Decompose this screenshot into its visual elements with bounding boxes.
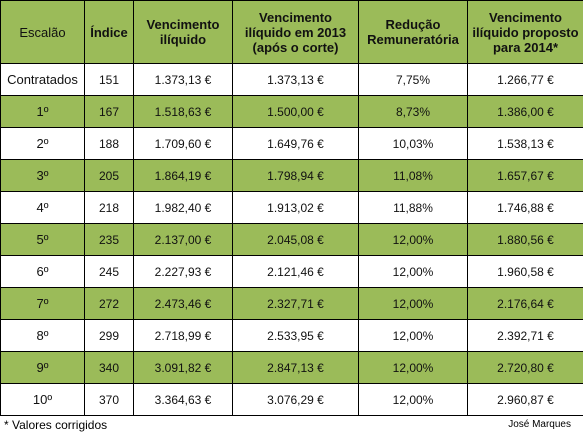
table-cell: 299: [84, 319, 134, 352]
table-cell: 2.473,46 €: [133, 287, 233, 320]
table-cell: 340: [84, 351, 134, 384]
table-cell: 1.500,00 €: [232, 95, 359, 128]
header-row: Escalão Índice Vencimento ilíquido Vencimen…: [0, 0, 583, 64]
table-row: 10º 370 3.364,63 €3.076,29 €12,00% 2.960,87…: [0, 383, 583, 416]
table-cell: 2.137,00 €: [133, 223, 233, 256]
table-cell: 1.373,13 €: [133, 63, 233, 96]
table-cell: 4º: [0, 191, 85, 224]
table-cell: 2.960,87 €: [467, 383, 583, 416]
table-row: 5º 235 2.137,00 €2.045,08 €12,00% 1.880,56 …: [0, 223, 583, 256]
table-cell: 7,75%: [358, 63, 468, 96]
table-cell: 5º: [0, 223, 85, 256]
table-cell: 2.045,08 €: [232, 223, 359, 256]
table-body: Contratados 151 1.373,13 €1.373,13 €7,75% 1…: [0, 63, 583, 416]
table-cell: 9º: [0, 351, 85, 384]
table-cell: 2.718,99 €: [133, 319, 233, 352]
table-cell: 151: [84, 63, 134, 96]
table-cell: 2.847,13 €: [232, 351, 359, 384]
table-cell: 2º: [0, 127, 85, 160]
table-cell: 12,00%: [358, 223, 468, 256]
table-row: 1º 167 1.518,63 €1.500,00 €8,73% 1.386,00 €: [0, 95, 583, 128]
table-cell: 1.746,88 €: [467, 191, 583, 224]
table-cell: 11,88%: [358, 191, 468, 224]
table-cell: 1.864,19 €: [133, 159, 233, 192]
table-cell: 2.533,95 €: [232, 319, 359, 352]
table-cell: 7º: [0, 287, 85, 320]
table-cell: 245: [84, 255, 134, 288]
table-cell: 167: [84, 95, 134, 128]
author: José Marques: [508, 419, 571, 430]
table-cell: 2.392,71 €: [467, 319, 583, 352]
table-cell: 272: [84, 287, 134, 320]
table-cell: 1.880,56 €: [467, 223, 583, 256]
header-cell: Escalão: [0, 0, 85, 64]
header-cell: Vencimento ilíquido: [133, 0, 233, 64]
table-cell: 1.538,13 €: [467, 127, 583, 160]
table-cell: 1.960,58 €: [467, 255, 583, 288]
table-cell: 218: [84, 191, 134, 224]
table-cell: 12,00%: [358, 319, 468, 352]
table-row: 8º 299 2.718,99 €2.533,95 €12,00% 2.392,71 …: [0, 319, 583, 352]
table-cell: 3.076,29 €: [232, 383, 359, 416]
table-row: 7º 272 2.473,46 €2.327,71 €12,00% 2.176,64 …: [0, 287, 583, 320]
table-row: 3º 205 1.864,19 €1.798,94 €11,08% 1.657,67 …: [0, 159, 583, 192]
table-cell: 1.266,77 €: [467, 63, 583, 96]
salary-table: Escalão Índice Vencimento ilíquido Vencimen…: [0, 0, 583, 416]
header-cell: Índice: [84, 0, 134, 64]
table-cell: 1.373,13 €: [232, 63, 359, 96]
table-cell: 1.518,63 €: [133, 95, 233, 128]
table-cell: 3.091,82 €: [133, 351, 233, 384]
header-cell: Vencimento ilíquido proposto para 2014*: [467, 0, 583, 64]
table-cell: 2.121,46 €: [232, 255, 359, 288]
table-row: 6º 245 2.227,93 €2.121,46 €12,00% 1.960,58 …: [0, 255, 583, 288]
table-cell: 235: [84, 223, 134, 256]
table-cell: 8º: [0, 319, 85, 352]
table-cell: 2.720,80 €: [467, 351, 583, 384]
header-cell: Redução Remuneratória: [358, 0, 468, 64]
table-cell: 2.327,71 €: [232, 287, 359, 320]
table-cell: 2.176,64 €: [467, 287, 583, 320]
table-cell: Contratados: [0, 63, 85, 96]
table-cell: 1.913,02 €: [232, 191, 359, 224]
table-cell: 1º: [0, 95, 85, 128]
table-cell: 1.657,67 €: [467, 159, 583, 192]
table-cell: 1.982,40 €: [133, 191, 233, 224]
table-cell: 12,00%: [358, 351, 468, 384]
header-cell: Vencimento ilíquido em 2013 (após o cort…: [232, 0, 359, 64]
table-row: Contratados 151 1.373,13 €1.373,13 €7,75% 1…: [0, 63, 583, 96]
table-row: 2º 188 1.709,60 €1.649,76 €10,03% 1.538,13 …: [0, 127, 583, 160]
table-cell: 12,00%: [358, 383, 468, 416]
table-cell: 12,00%: [358, 287, 468, 320]
table-cell: 10,03%: [358, 127, 468, 160]
table-cell: 370: [84, 383, 134, 416]
table-cell: 8,73%: [358, 95, 468, 128]
table-cell: 3º: [0, 159, 85, 192]
footer: * Valores corrigidos José Marques: [0, 416, 583, 434]
table-row: 4º 218 1.982,40 €1.913,02 €11,88% 1.746,88 …: [0, 191, 583, 224]
table-row: 9º 340 3.091,82 €2.847,13 €12,00% 2.720,80 …: [0, 351, 583, 384]
table-cell: 1.386,00 €: [467, 95, 583, 128]
table-cell: 3.364,63 €: [133, 383, 233, 416]
table-cell: 11,08%: [358, 159, 468, 192]
table-cell: 1.649,76 €: [232, 127, 359, 160]
table-cell: 2.227,93 €: [133, 255, 233, 288]
table-cell: 1.798,94 €: [232, 159, 359, 192]
table-cell: 6º: [0, 255, 85, 288]
table-cell: 188: [84, 127, 134, 160]
footnote: * Valores corrigidos: [4, 418, 108, 432]
table-cell: 10º: [0, 383, 85, 416]
table-cell: 1.709,60 €: [133, 127, 233, 160]
table-cell: 12,00%: [358, 255, 468, 288]
table-cell: 205: [84, 159, 134, 192]
